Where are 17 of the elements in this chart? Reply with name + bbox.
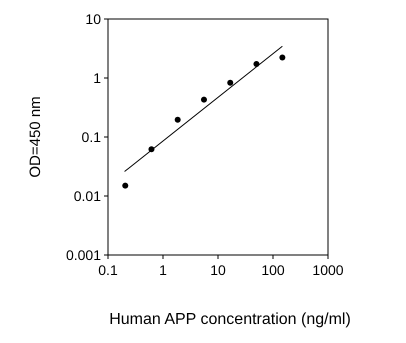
point: [122, 182, 128, 189]
y-axis-title: OD=450 nm: [27, 96, 44, 178]
point: [200, 96, 207, 103]
x-tick-label: 10: [210, 262, 226, 278]
y-tick-label: 0.01: [74, 188, 102, 204]
point: [279, 54, 286, 60]
x-tick-label: 1000: [312, 262, 344, 278]
y-tick-label: 0.1: [82, 128, 102, 145]
x-tick-label: 0.1: [98, 262, 118, 278]
y-tick-label: 1: [93, 70, 102, 86]
y-tick-label: 0.001: [66, 246, 102, 263]
point: [174, 116, 181, 123]
x-axis-title: Human APP concentration (ng/ml): [109, 311, 351, 328]
y-tick-label: 10: [85, 10, 102, 27]
x-tick-label: 1: [159, 262, 168, 278]
x-tick-label: 100: [261, 262, 285, 278]
point: [227, 80, 234, 86]
